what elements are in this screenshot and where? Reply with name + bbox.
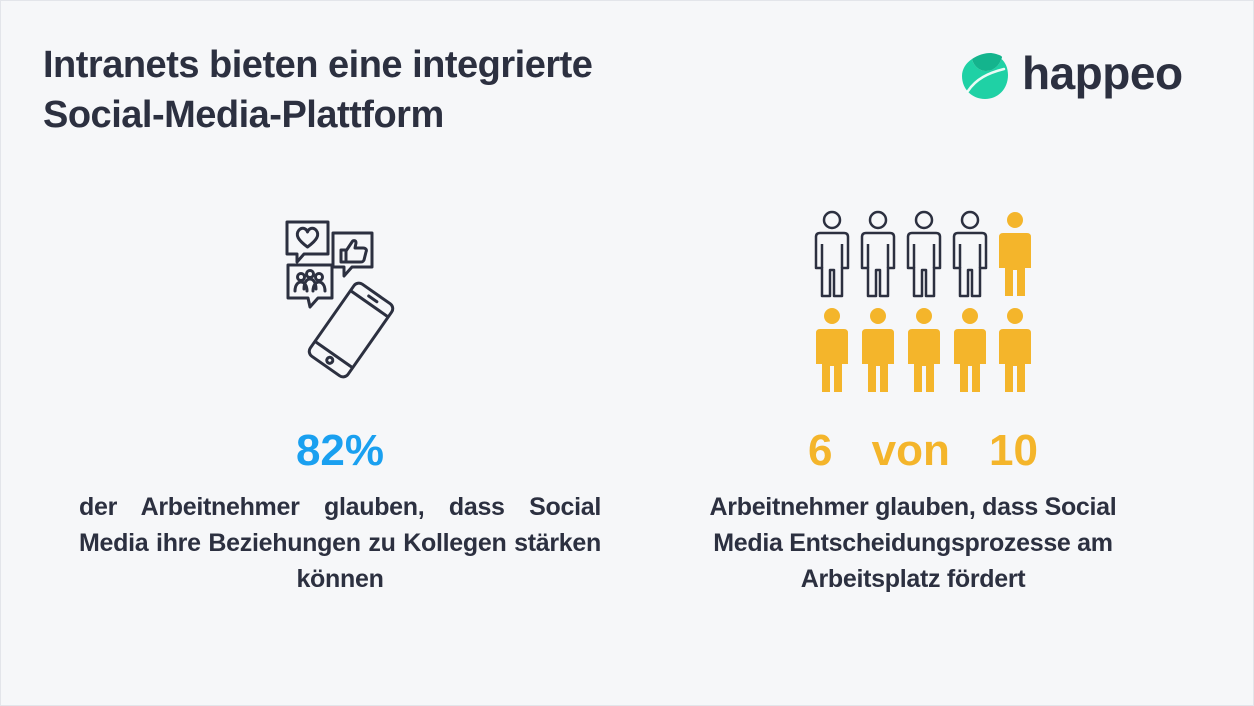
title-line-1: Intranets bieten eine integrierte xyxy=(43,44,593,86)
stat-82-percent: 82% xyxy=(295,426,385,475)
stat-left-description: der Arbeitnehmer glauben, dass Social Me… xyxy=(79,493,601,593)
stat-right-description: Arbeitnehmer glauben, dass Social Media … xyxy=(664,489,1162,597)
group-bubble-icon xyxy=(286,263,334,309)
person-highlighted-icon xyxy=(816,308,848,392)
page-title: Intranets bieten eine integrierte Social… xyxy=(43,40,743,140)
stat-right-connector: von xyxy=(871,426,950,475)
leaf-icon xyxy=(962,53,1008,99)
title-line-2: Social-Media-Plattform xyxy=(43,94,444,136)
logo-text: happeo xyxy=(1022,47,1183,99)
people-grid-icon xyxy=(814,210,1031,392)
stat-right-total: 10 xyxy=(989,426,1038,475)
social-media-phone-icon xyxy=(285,220,395,379)
person-outline-icon xyxy=(814,210,850,298)
desc-right-line-3: Arbeitsplatz fördert xyxy=(800,565,1026,593)
person-highlighted-icon xyxy=(908,308,940,392)
person-outline-icon xyxy=(860,210,896,298)
person-highlighted-icon xyxy=(999,308,1031,392)
desc-right-line-2: Media Entscheidungsprozesse am xyxy=(713,529,1113,557)
heart-bubble-icon xyxy=(285,220,330,264)
desc-right-line-1: Arbeitnehmer glauben, dass Social xyxy=(709,493,1117,521)
person-outline-icon xyxy=(906,210,942,298)
person-highlighted-icon xyxy=(999,212,1031,296)
stat-right-number: 6 xyxy=(808,426,833,475)
person-highlighted-icon xyxy=(954,308,986,392)
person-outline-icon xyxy=(952,210,988,298)
stat-6-of-10: 6 von 10 xyxy=(808,424,1038,478)
thumbs-up-bubble-icon xyxy=(331,231,374,278)
happeo-logo: happeo xyxy=(958,44,1183,108)
person-highlighted-icon xyxy=(862,308,894,392)
smartphone-icon xyxy=(307,281,395,379)
